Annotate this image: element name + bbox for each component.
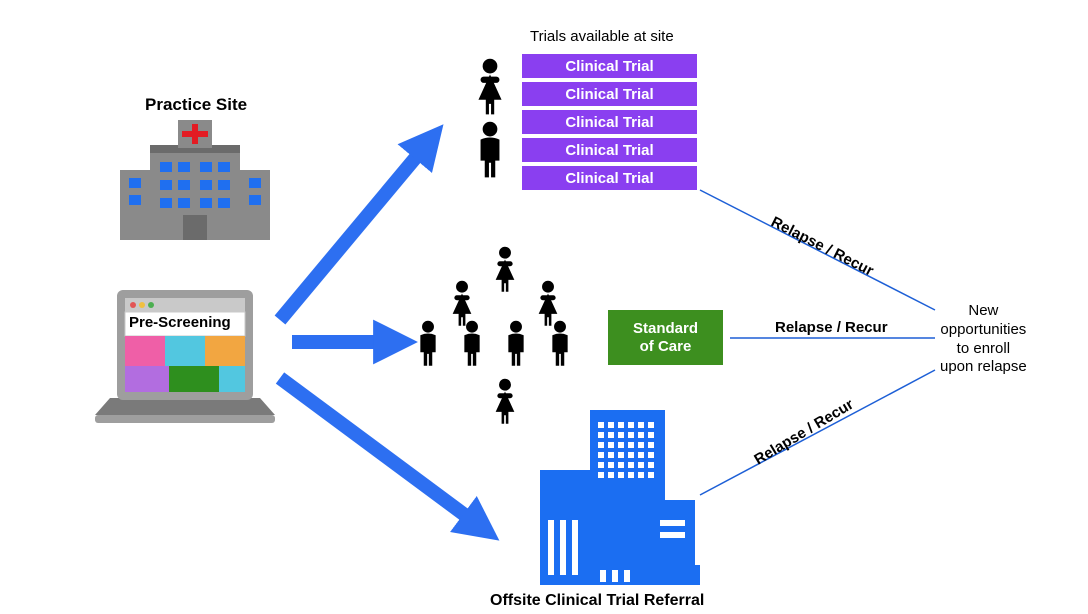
practice-site-label: Practice Site xyxy=(145,95,247,115)
standard-of-care-label: Standard of Care xyxy=(633,320,698,355)
clinical-trial-bar: Clinical Trial xyxy=(520,164,699,192)
offsite-referral-label: Offsite Clinical Trial Referral xyxy=(490,592,704,610)
relapse-label-top: Relapse / Recur xyxy=(768,213,876,279)
clinical-trial-bar: Clinical Trial xyxy=(520,108,699,136)
laptop-icon: Pre-Screening xyxy=(95,290,275,430)
hospital-icon xyxy=(120,120,270,240)
prescreening-label: Pre-Screening xyxy=(129,314,231,331)
relapse-label-bot: Relapse / Recur xyxy=(751,396,856,469)
new-opportunities-label: New opportunities to enroll upon relapse xyxy=(940,302,1027,377)
clinical-trial-bar: Clinical Trial xyxy=(520,136,699,164)
city-building-icon xyxy=(520,410,700,585)
relapse-label-mid: Relapse / Recur xyxy=(775,319,888,336)
trials-header-label: Trials available at site xyxy=(530,28,674,45)
clinical-trial-bar: Clinical Trial xyxy=(520,52,699,80)
clinical-trial-bar: Clinical Trial xyxy=(520,80,699,108)
standard-of-care-box: Standard of Care xyxy=(608,310,723,365)
